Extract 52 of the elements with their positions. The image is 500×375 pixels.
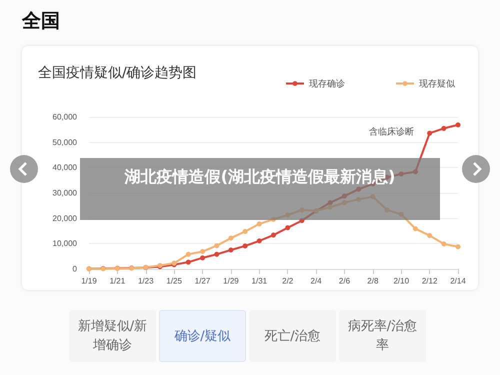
point <box>200 249 206 254</box>
point <box>427 130 432 136</box>
x-tick-label: 2/8 <box>367 276 379 286</box>
point <box>285 225 290 230</box>
point <box>256 221 262 226</box>
point <box>271 232 276 238</box>
point <box>214 243 220 248</box>
point <box>242 243 248 248</box>
y-tick-label: 10,000 <box>52 239 78 248</box>
point <box>456 244 460 250</box>
x-tick-label: 2/10 <box>393 276 410 286</box>
legend-label: 现存疑似 <box>419 78 455 88</box>
point <box>242 229 248 234</box>
y-tick-label: 20,000 <box>52 214 78 223</box>
x-tick-label: 1/27 <box>194 276 211 286</box>
point <box>427 233 432 238</box>
point <box>186 252 191 257</box>
y-tick-label: 40,000 <box>52 163 78 172</box>
point <box>214 252 220 257</box>
point <box>456 122 460 128</box>
y-tick-label: 50,000 <box>52 138 78 147</box>
chart-title: 全国 <box>22 9 60 34</box>
text: 新增疑似/新增确诊 <box>69 310 156 362</box>
point <box>228 248 234 252</box>
x-tick-label: 1/21 <box>110 276 126 286</box>
x-tick-label: 1/23 <box>138 276 154 286</box>
point <box>200 255 206 260</box>
text: 死亡/治愈 <box>249 310 336 362</box>
y-tick-label: 60,000 <box>52 112 78 122</box>
x-tick-label: 1/29 <box>223 276 240 286</box>
x-tick-label: 2/6 <box>338 276 351 286</box>
x-tick-label: 1/31 <box>252 276 268 286</box>
point <box>228 236 234 241</box>
point <box>256 238 262 244</box>
annotation: 含临床诊断 <box>369 126 414 138</box>
legend-label: 现存确诊 <box>309 78 345 88</box>
y-tick-label: 0 <box>72 264 78 274</box>
x-tick-label: 1/25 <box>166 276 182 286</box>
x-tick-label: 2/14 <box>450 276 466 286</box>
x-tick-label: 1/19 <box>81 276 98 286</box>
y-tick-label: 30,000 <box>52 188 78 198</box>
x-tick-label: 2/12 <box>422 276 438 286</box>
text: 病死率/治愈率 <box>339 310 426 362</box>
chart-subtitle: 全国疫情疑似/确诊趋势图 <box>38 65 197 81</box>
point <box>441 241 446 246</box>
point <box>441 126 446 131</box>
x-tick-label: 2/4 <box>310 276 322 286</box>
x-tick-label: 2/2 <box>282 276 294 286</box>
caption-banner: 湖北疫情造假(湖北疫情造假最新消息) <box>80 158 440 220</box>
point <box>412 226 418 232</box>
point <box>186 260 191 265</box>
text: 确诊/疑似 <box>159 310 246 362</box>
